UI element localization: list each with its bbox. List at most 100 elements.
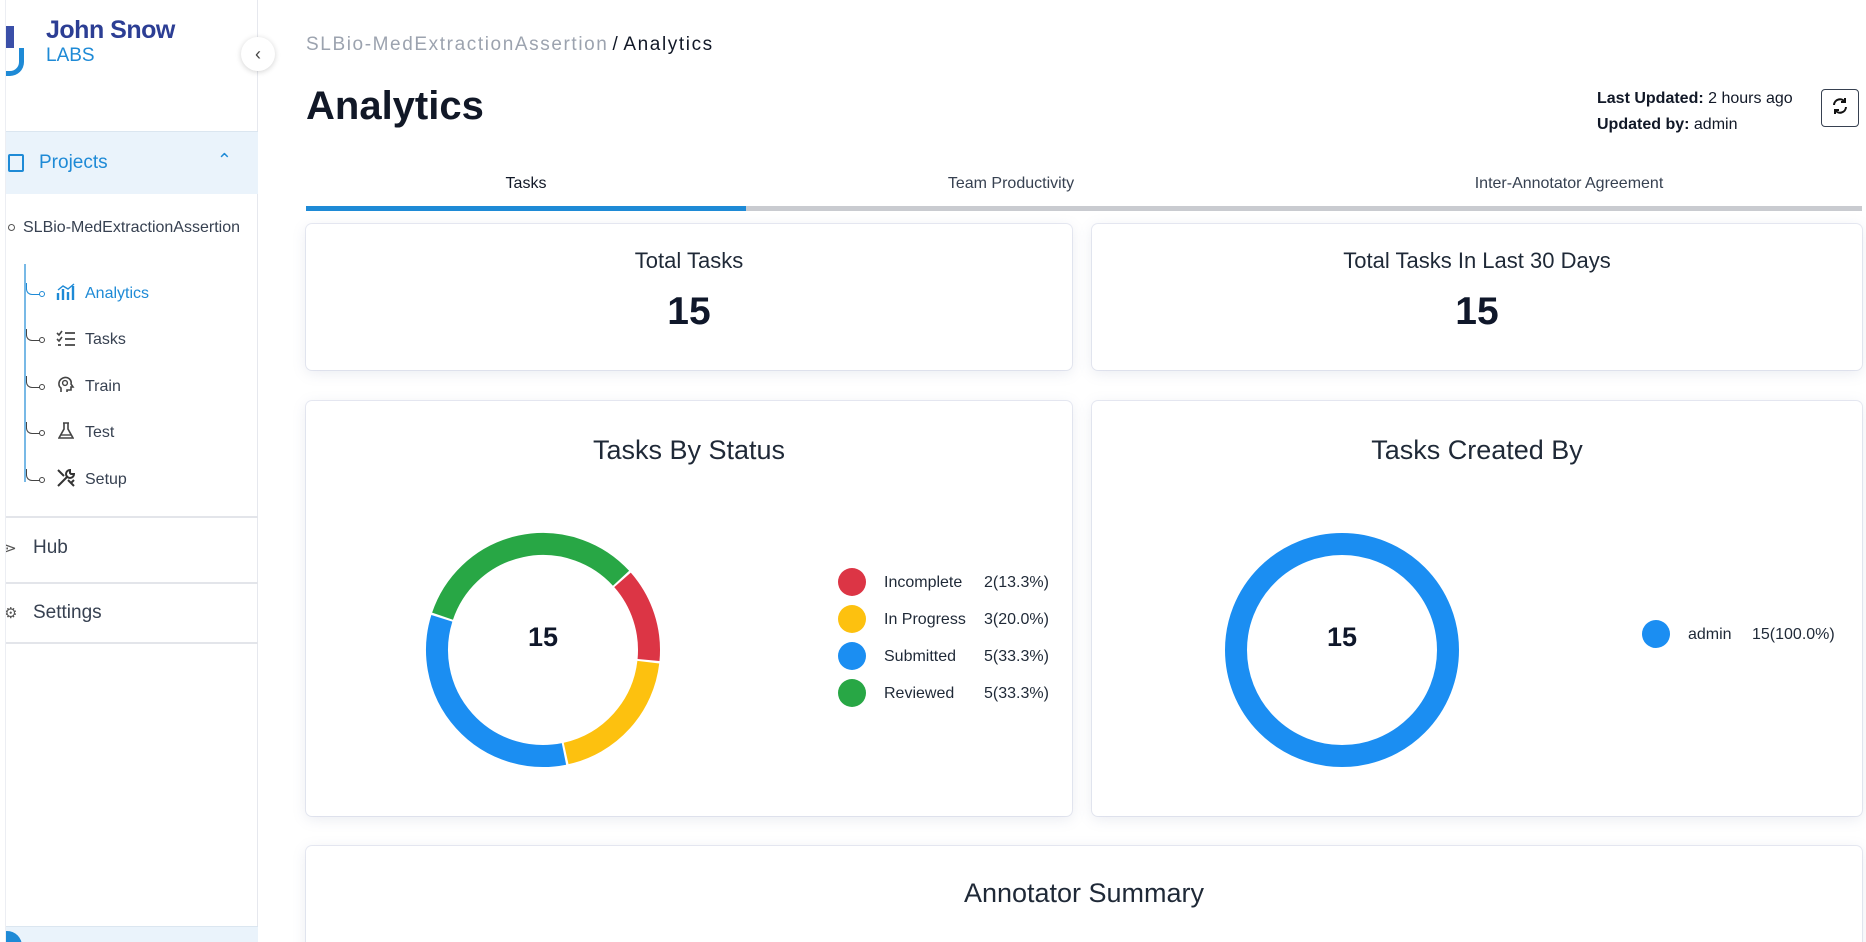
tasks-by-status-card: Tasks By Status 15 Incomplete 2(13.3%) In … (306, 401, 1072, 816)
updated-by-value: admin (1693, 116, 1738, 133)
sidebar-project-name[interactable]: SLBio-MedExtractionAssertion (8, 215, 258, 240)
tasks-last-30-days-card: Total Tasks In Last 30 Days 15 (1092, 224, 1862, 370)
tasks-by-status-legend: Incomplete 2(13.3%) In Progress 3(20.0%) Sub… (838, 566, 1068, 714)
legend-value: 3(20.0%) (984, 611, 1049, 628)
brand-logo[interactable]: John Snow LABS (6, 18, 175, 76)
setup-icon (55, 468, 77, 493)
refresh-button[interactable] (1821, 89, 1859, 127)
tabs-active-indicator (306, 206, 746, 211)
sidebar-item-tasks[interactable]: Tasks (26, 327, 126, 353)
breadcrumb: SLBio-MedExtractionAssertion / Analytics (306, 34, 714, 56)
tab-label: Team Productivity (947, 175, 1075, 192)
legend-value: 15(100.0%) (1752, 626, 1835, 643)
sidebar-item-settings[interactable]: ⚙ Settings (0, 582, 258, 644)
breadcrumb-project-link[interactable]: SLBio-MedExtractionAssertion (306, 34, 609, 55)
logo-mark-icon (6, 18, 28, 76)
updated-by-label: Updated by: (1597, 116, 1690, 133)
tasks-icon (55, 330, 77, 351)
legend-swatch (838, 679, 866, 707)
sidebar-item-label: Projects (39, 152, 108, 173)
avatar[interactable] (0, 931, 22, 942)
tree-node-icon (8, 224, 15, 232)
total-tasks-card: Total Tasks 15 (306, 224, 1072, 370)
stat-label: Total Tasks (634, 248, 744, 273)
collapse-sidebar-button[interactable]: ‹ (241, 37, 275, 71)
donut-slice-in-progress[interactable] (563, 660, 660, 765)
legend-label: Incomplete (884, 574, 963, 591)
donut-center-label: 15 (527, 622, 559, 652)
tasks-created-by-card: Tasks Created By 15 admin 15(100.0%) (1092, 401, 1862, 816)
tasks-created-by-donut (1225, 533, 1459, 767)
test-icon (55, 421, 77, 445)
page-title: Analytics (306, 84, 484, 128)
breadcrumb-current: Analytics (623, 34, 714, 55)
legend-swatch (1642, 620, 1670, 648)
donut-slice-submitted[interactable] (426, 615, 567, 767)
sidebar-user-bar[interactable] (0, 926, 258, 942)
tab-label: Tasks (505, 175, 547, 192)
chart-title: Tasks By Status (592, 435, 786, 465)
sidebar-item-test[interactable]: Test (26, 420, 114, 446)
tab-team-productivity[interactable]: Team Productivity (746, 165, 1276, 203)
chart-title: Tasks Created By (1371, 435, 1583, 465)
sidebar-item-label: Hub (33, 537, 68, 558)
legend-label: admin (1688, 626, 1732, 643)
tab-label: Inter-Annotator Agreement (1474, 175, 1664, 192)
legend-item[interactable]: Reviewed 5(33.3%) (838, 677, 1068, 714)
legend-item[interactable]: Incomplete 2(13.3%) (838, 566, 1068, 603)
sidebar-item-label: Analytics (85, 285, 150, 302)
donut-slice-incomplete[interactable] (614, 572, 660, 662)
sidebar-item-label: Settings (33, 602, 102, 623)
sidebar-item-hub[interactable]: ⋗ Hub (0, 516, 258, 578)
analytics-icon (55, 282, 77, 306)
tab-tasks[interactable]: Tasks (306, 165, 746, 203)
chevron-left-icon: ‹ (255, 43, 261, 64)
last-updated-info: Last Updated: 2 hours ago Updated by: ad… (1597, 86, 1793, 138)
legend-swatch (838, 642, 866, 670)
donut-center-label: 15 (1326, 622, 1358, 652)
donut-slice-reviewed[interactable] (432, 533, 630, 620)
sidebar-item-train[interactable]: Train (26, 374, 121, 400)
hub-icon: ⋗ (4, 540, 17, 557)
sidebar-item-label: Tasks (85, 331, 126, 348)
donut-slice-admin[interactable] (1225, 533, 1459, 767)
sidebar-item-label: Setup (85, 471, 127, 488)
legend-item[interactable]: admin 15(100.0%) (1642, 618, 1860, 655)
projects-icon (8, 154, 24, 172)
breadcrumb-separator: / (612, 34, 620, 55)
legend-value: 5(33.3%) (984, 685, 1049, 702)
sidebar-item-label: Test (85, 424, 115, 441)
legend-label: In Progress (884, 611, 966, 628)
annotator-summary-title: Annotator Summary (963, 878, 1205, 908)
sidebar-item-analytics[interactable]: Analytics (26, 281, 149, 307)
legend-label: Reviewed (884, 685, 955, 702)
sidebar-item-label: Train (85, 378, 121, 395)
annotator-summary-card: Annotator Summary (306, 846, 1862, 942)
legend-swatch (838, 605, 866, 633)
tree-line (24, 264, 26, 482)
sidebar-item-setup[interactable]: Setup (26, 467, 127, 493)
chevron-up-icon: ⌃ (216, 150, 232, 170)
legend-value: 5(33.3%) (984, 648, 1049, 665)
refresh-icon (1830, 96, 1850, 121)
last-updated-value: 2 hours ago (1708, 90, 1793, 107)
legend-swatch (838, 568, 866, 596)
legend-item[interactable]: In Progress 3(20.0%) (838, 603, 1068, 640)
brand-name: John Snow (46, 16, 175, 44)
legend-label: Submitted (884, 648, 957, 665)
tab-inter-annotator-agreement[interactable]: Inter-Annotator Agreement (1276, 165, 1862, 203)
sidebar-item-projects[interactable]: Projects ⌃ (0, 131, 258, 194)
stat-label: Total Tasks In Last 30 Days (1343, 248, 1611, 273)
sidebar: John Snow LABS Projects ⌃ SLBio-MedExtra… (0, 0, 258, 942)
tabs-track (306, 206, 1862, 211)
gear-icon: ⚙ (4, 605, 18, 622)
main-content: SLBio-MedExtractionAssertion / Analytics A… (258, 0, 1866, 942)
legend-item[interactable]: Submitted 5(33.3%) (838, 640, 1068, 677)
stat-value: 15 (667, 290, 711, 333)
legend-value: 2(13.3%) (984, 574, 1049, 591)
stat-value: 15 (1455, 290, 1499, 333)
sidebar-edge (0, 0, 6, 942)
tasks-created-by-legend: admin 15(100.0%) (1642, 618, 1860, 655)
train-icon (55, 376, 77, 399)
